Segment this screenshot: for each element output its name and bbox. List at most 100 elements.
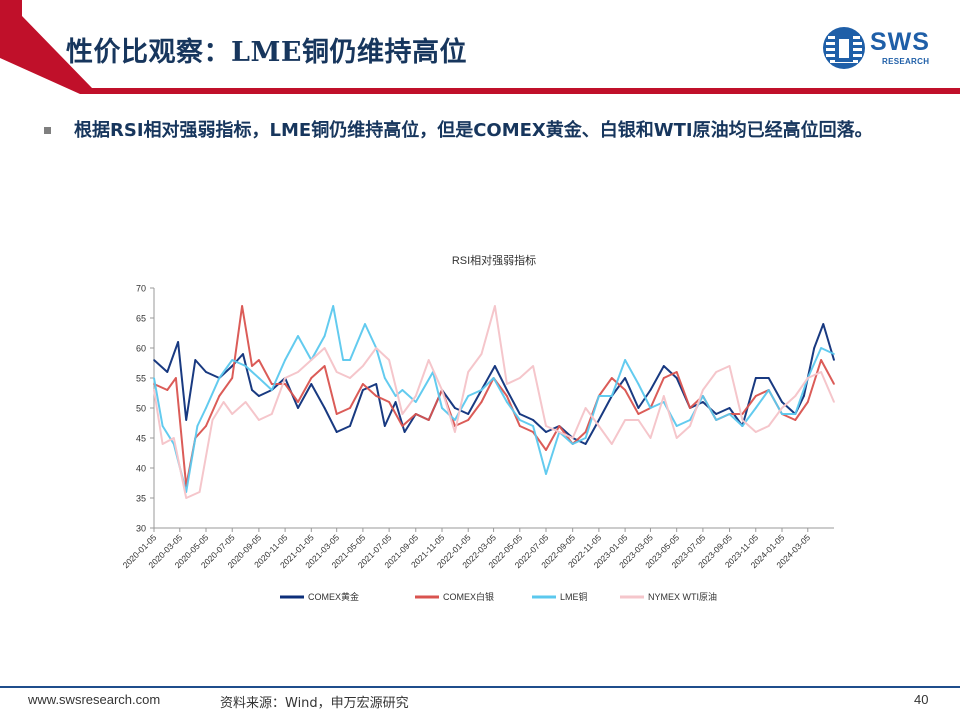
data-point [310,377,313,379]
data-point [675,425,678,427]
data-point [270,383,273,385]
data-point [833,359,835,361]
data-point [545,473,547,475]
data-point [728,413,731,415]
data-point [532,425,534,427]
data-point [545,449,547,451]
footer-source: 资料来源：Wind，申万宏源研究 [220,696,409,711]
data-point [205,407,207,409]
legend-label: LME铜 [560,591,588,602]
data-point [506,395,508,397]
data-point [781,407,783,409]
data-point [297,335,299,337]
data-point [384,377,386,379]
data-point [610,395,613,397]
data-point [702,395,704,397]
footer-divider [0,686,960,688]
data-point [833,353,835,355]
data-point [198,491,201,493]
data-point [284,359,286,361]
data-point [342,359,344,361]
data-point [584,437,587,439]
data-point [518,419,521,421]
data-point [662,395,665,397]
data-point [231,377,234,379]
series-line [153,323,835,445]
data-point [284,377,286,379]
data-point [480,353,483,355]
data-point [741,419,744,421]
data-point [624,359,626,361]
data-point [637,419,640,421]
data-point [728,407,731,409]
y-tick-label: 45 [136,434,146,444]
data-point [637,413,640,415]
data-point [715,419,718,421]
data-point [767,389,770,391]
data-point [820,371,822,373]
data-point [166,371,169,373]
data-point [741,425,744,427]
data-point [185,419,188,421]
rsi-line-chart: RSI相对强弱指标3035404550556065702020-01-05202… [121,253,835,602]
data-point [571,437,574,439]
data-point [323,347,326,349]
data-point [427,419,430,421]
data-point [610,443,613,445]
data-point [335,371,338,373]
y-tick-label: 70 [136,284,146,294]
data-point [610,377,613,379]
data-point [584,407,587,409]
data-point [394,395,397,397]
data-point [675,437,678,439]
data-point [820,347,822,349]
series-line [153,305,835,499]
data-point [781,413,783,415]
data-point [211,419,214,421]
data-point [781,401,783,403]
data-point [532,431,534,433]
data-point [649,407,652,409]
data-point [467,419,470,421]
data-point [833,383,835,385]
data-point [624,377,626,379]
data-point [494,305,496,307]
data-point [662,377,665,379]
data-point [518,425,521,427]
data-point [441,407,443,409]
data-point [518,413,521,415]
y-tick-label: 30 [136,524,146,534]
data-point [403,431,406,433]
data-point [205,425,207,427]
data-point [401,425,404,427]
footer-url[interactable]: www.swsresearch.com [28,692,161,707]
data-point [297,401,299,403]
data-point [754,407,757,409]
data-point [297,407,299,409]
data-point [323,365,326,367]
bullet-marker [44,127,51,134]
data-point [332,305,335,307]
bullet-text: 根据RSI相对强弱指标，LME铜仍维持高位，但是COMEX黄金、白银和WTI原油… [74,120,873,141]
data-point [598,419,600,421]
data-point [454,419,456,421]
data-point [323,335,326,337]
data-point [767,425,770,427]
data-point [222,401,225,403]
data-point [161,425,164,427]
data-point [702,389,704,391]
data-point [794,395,797,397]
data-point [335,413,338,415]
y-tick-label: 65 [136,314,146,324]
data-point [375,347,378,349]
data-point [492,377,495,379]
legend-label: NYMEX WTI原油 [648,591,717,602]
data-point [803,395,805,397]
data-point [242,353,244,355]
data-point [467,371,470,373]
data-point [258,377,260,379]
data-point [231,413,234,415]
data-point [822,323,825,325]
data-point [689,419,691,421]
data-point [153,377,155,379]
